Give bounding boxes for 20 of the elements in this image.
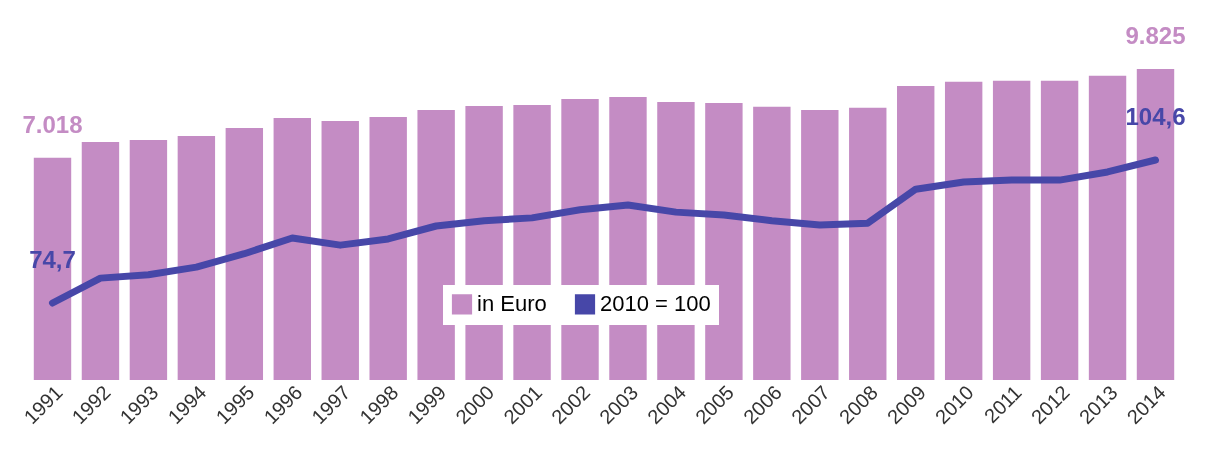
bar: [1088, 75, 1127, 380]
bar: [897, 85, 935, 380]
bar: [944, 81, 983, 380]
bar: [849, 107, 887, 380]
bar: [273, 117, 311, 380]
bar: [417, 109, 455, 380]
bar: [369, 116, 407, 380]
bar: [801, 109, 839, 380]
bar: [225, 128, 264, 380]
data-label: 7.018: [22, 110, 83, 138]
bar: [81, 141, 120, 380]
bar: [753, 106, 791, 380]
legend-label: 2010 = 100: [600, 291, 711, 317]
bar: [321, 121, 359, 380]
bar: [177, 135, 216, 380]
bar: [1040, 80, 1079, 380]
bar: [992, 80, 1031, 380]
legend-label: in Euro: [477, 291, 547, 317]
data-label: 9.825: [1125, 22, 1186, 49]
bar: [129, 140, 168, 380]
